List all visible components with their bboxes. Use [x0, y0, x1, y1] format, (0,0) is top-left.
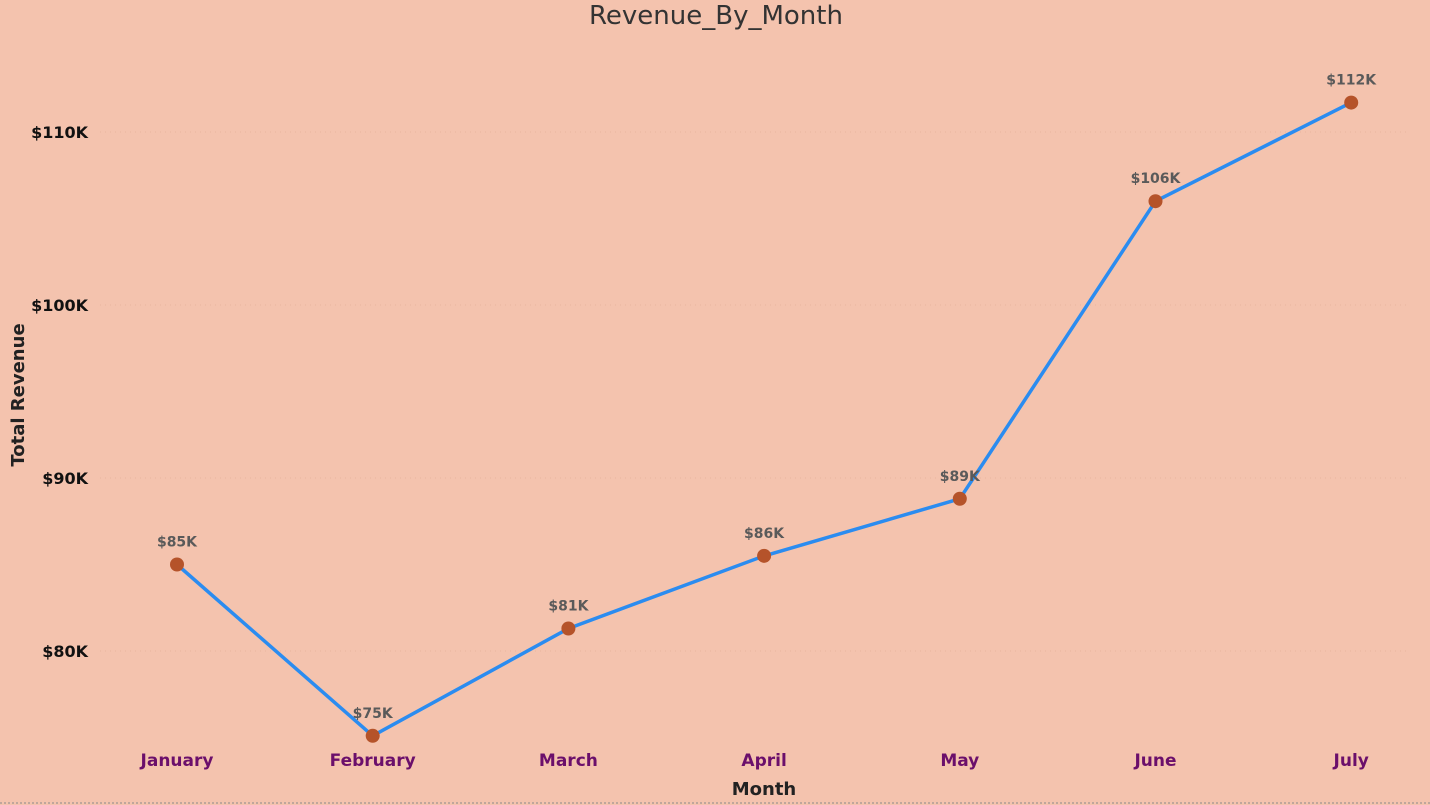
data-label: $85K: [157, 535, 198, 551]
chart-title: Revenue_By_Month: [589, 1, 843, 31]
y-axis-title: Total Revenue: [8, 323, 29, 466]
data-label: $75K: [353, 706, 394, 722]
x-tick-label: March: [539, 751, 598, 771]
x-tick-label: January: [140, 751, 214, 771]
data-point: [1344, 95, 1359, 110]
data-point: [561, 621, 576, 636]
data-points: [170, 95, 1359, 743]
data-label: $89K: [940, 469, 981, 485]
x-tick-label: May: [940, 751, 979, 771]
x-axis-ticks: January February March April May June July: [140, 751, 1369, 771]
series-line-total-revenue: [175, 100, 1353, 738]
data-label: $86K: [744, 526, 785, 542]
x-tick-label: April: [741, 751, 786, 771]
x-tick-label: July: [1333, 751, 1369, 771]
data-label: $106K: [1131, 171, 1182, 187]
data-point: [757, 548, 772, 563]
gridlines: [100, 131, 1410, 652]
data-point: [1148, 194, 1163, 209]
x-tick-label: February: [330, 751, 416, 771]
data-point: [170, 557, 184, 572]
data-labels: $85K $75K $81K $86K $89K $106K $112K: [157, 73, 1377, 722]
data-point: [952, 491, 967, 506]
x-axis-title: Month: [732, 779, 797, 800]
y-tick-label: $80K: [42, 642, 88, 661]
y-tick-label: $110K: [31, 123, 89, 142]
y-axis-ticks: $80K $90K $100K $110K: [31, 123, 89, 661]
data-label: $81K: [548, 599, 589, 615]
y-tick-label: $90K: [42, 469, 88, 488]
x-tick-label: June: [1133, 751, 1176, 771]
data-point: [365, 728, 380, 743]
data-label: $112K: [1326, 73, 1377, 89]
y-tick-label: $100K: [31, 296, 89, 315]
